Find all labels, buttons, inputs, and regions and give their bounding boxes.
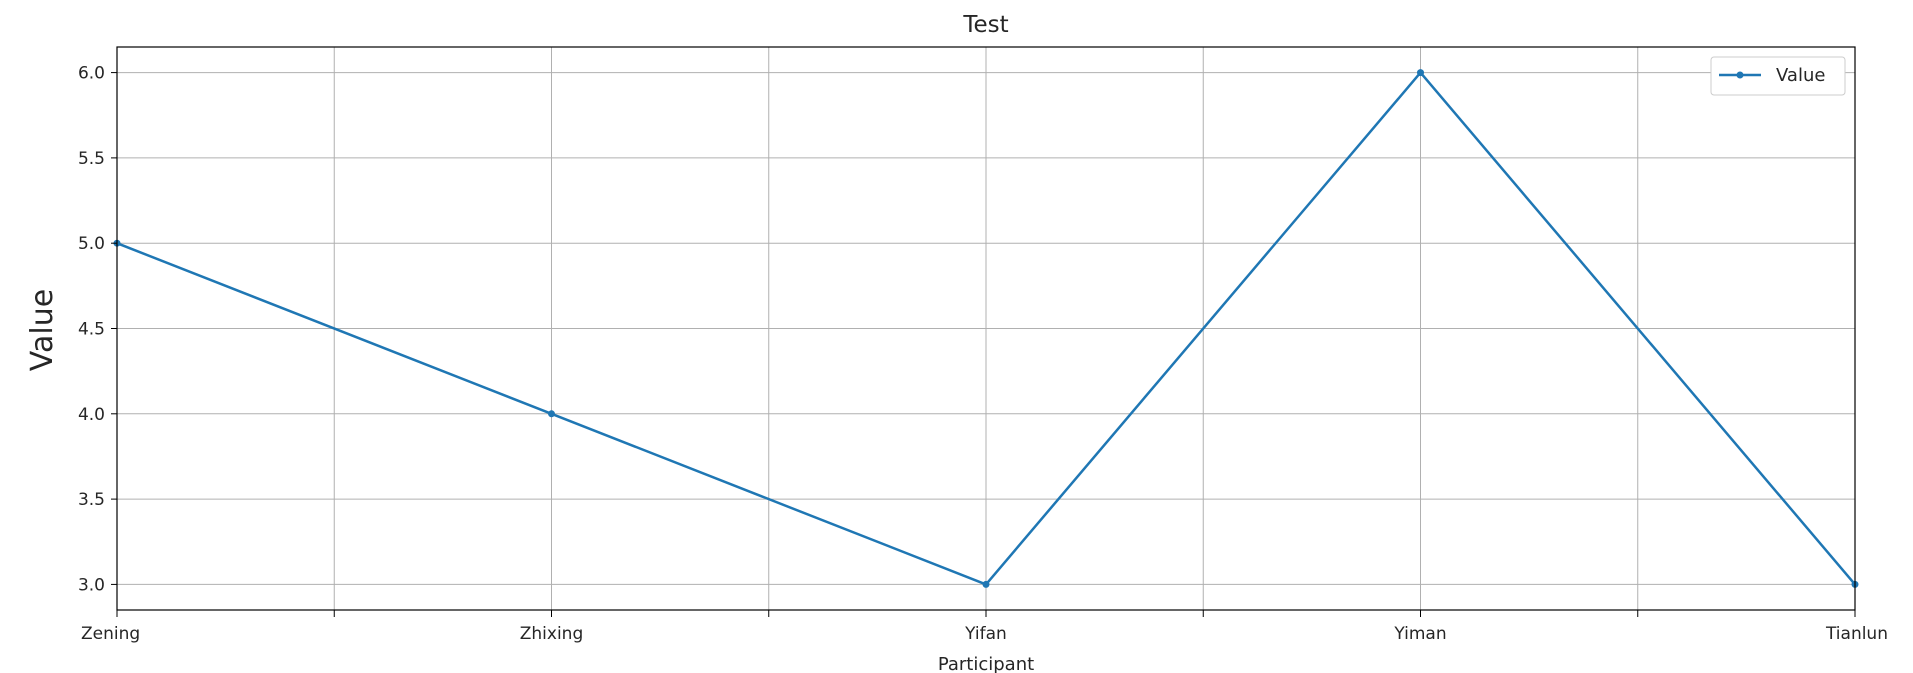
x-tick-label: Zening	[81, 624, 140, 644]
data-point	[982, 580, 990, 588]
x-axis-ticks: Zening Zhixing Yifan Yiman Tianlun	[81, 610, 1888, 644]
data-point	[548, 410, 555, 418]
y-tick-label: 3.0	[78, 575, 105, 595]
x-axis-label: Participant	[938, 654, 1034, 673]
y-tick-label: 5.0	[78, 234, 105, 254]
chart-title: Test	[962, 12, 1008, 38]
y-tick-label: 3.5	[78, 490, 105, 510]
y-axis-label: Value	[25, 289, 60, 371]
x-tick-label: Tianlun	[1825, 624, 1888, 644]
legend-point-marker	[1736, 71, 1744, 79]
x-tick-label: Yifan	[964, 624, 1007, 644]
y-tick-label: 4.0	[78, 405, 105, 425]
y-axis-ticks: 3.0 3.5 4.0 4.5 5.0 5.5 6.0	[78, 64, 117, 595]
y-tick-label: 5.5	[78, 149, 105, 169]
x-tick-label: Yiman	[1393, 624, 1446, 644]
grid	[116, 47, 1856, 610]
data-point	[1417, 69, 1424, 77]
legend-label: Value	[1776, 65, 1825, 86]
legend-box	[1710, 56, 1846, 96]
x-tick-label: Zhixing	[520, 624, 584, 644]
y-tick-label: 6.0	[78, 64, 105, 84]
legend: Value	[1710, 56, 1846, 96]
series-layer	[113, 69, 1859, 588]
y-tick-label: 4.5	[78, 320, 105, 340]
